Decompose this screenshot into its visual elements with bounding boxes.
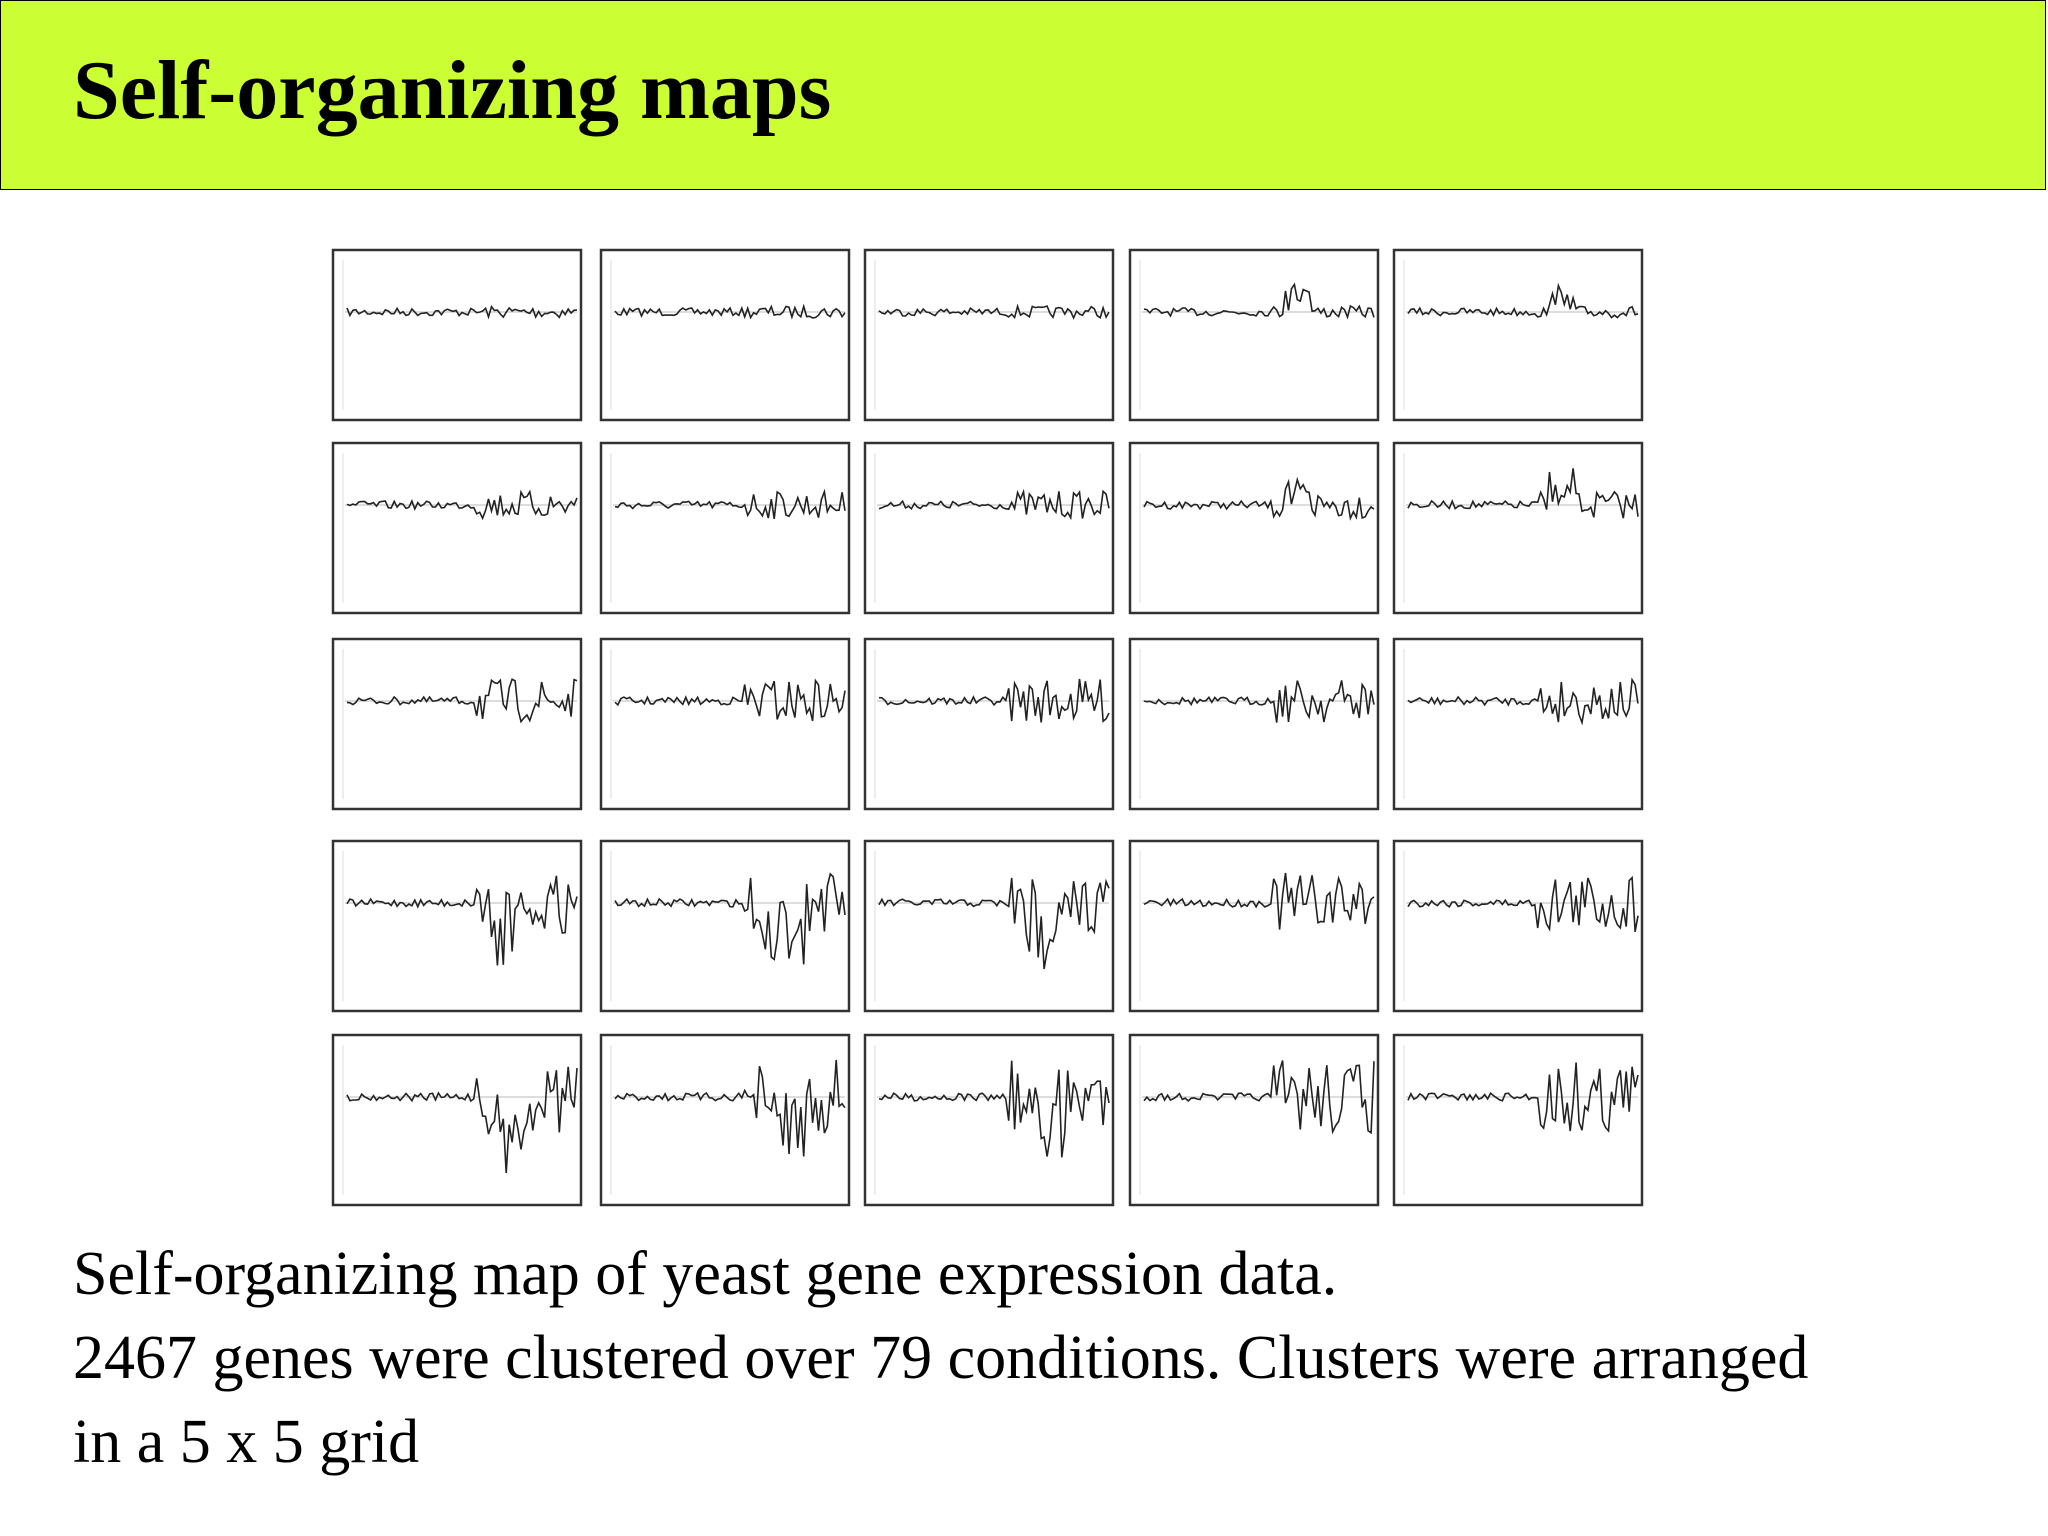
panel-profile [1407,1062,1639,1133]
panel-frame [331,1033,583,1207]
caption-line: Self-organizing map of yeast gene expres… [73,1240,1338,1308]
slide-title: Self-organizing maps [73,44,832,137]
panel-frame [1128,441,1380,615]
panel-profile [346,1066,578,1173]
panel-frame [1128,637,1380,811]
panel-frame [863,248,1115,422]
panel-profile [346,304,578,320]
panel-profile [614,678,846,722]
panel-frame [1392,248,1644,422]
panel-profile [614,488,846,520]
panel-profile [346,875,578,966]
caption-line: in a 5 x 5 grid [73,1408,420,1476]
panel-frame [1392,839,1644,1013]
panel-profile [1407,875,1639,932]
header-bar: Self-organizing maps [0,0,2046,190]
panel-profile [614,872,846,965]
panel-frame [863,441,1115,615]
panel-profile [614,303,846,320]
panel-frame [1128,248,1380,422]
caption-line: 2467 genes were clustered over 79 condit… [73,1324,1809,1392]
panel-profile [1143,872,1375,930]
panel-frame [599,839,851,1013]
panel-profile [878,678,1110,723]
panel-profile [878,303,1110,320]
panel-frame [863,1033,1115,1207]
panel-frame [1392,441,1644,615]
panel-frame [599,248,851,422]
panel-profile [346,678,578,724]
panel-profile [1143,476,1375,521]
panel-profile [878,1060,1110,1158]
panel-frame [599,637,851,811]
panel-frame [331,637,583,811]
panel-profile [1143,1060,1375,1135]
caption: Self-organizing map of yeast gene expres… [73,1232,1808,1484]
panel-frame [1128,839,1380,1013]
panel-profile [878,488,1110,521]
panel-frame [331,248,583,422]
panel-frame [599,1033,851,1207]
panel-frame [599,441,851,615]
panel-frame [1392,637,1644,811]
panel-profile [1143,282,1375,320]
panel-frame [863,637,1115,811]
panel-profile [1407,282,1639,319]
panel-profile [1407,677,1639,726]
panel-frame [1128,1033,1380,1207]
panel-frame [331,839,583,1013]
panel-frame [1392,1033,1644,1207]
panel-profile [614,1059,846,1157]
panel-profile [346,489,578,521]
panel-frame [331,441,583,615]
panel-profile [1407,468,1639,519]
panel-frame [863,839,1115,1013]
panel-profile [878,877,1110,970]
panel-profile [1143,680,1375,723]
